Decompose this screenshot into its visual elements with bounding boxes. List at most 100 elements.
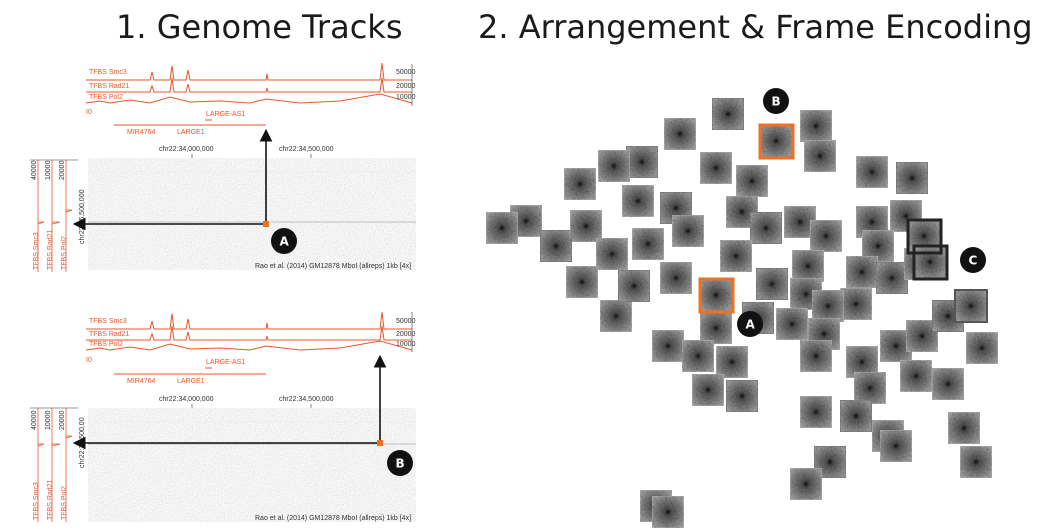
side-scale-a-3: 20000 <box>59 160 66 180</box>
snippet-thumbnail[interactable] <box>651 495 685 529</box>
snippet-thumbnail[interactable] <box>875 261 909 295</box>
snippet-thumbnail[interactable] <box>699 151 733 185</box>
snippet-thumbnail[interactable] <box>749 211 783 245</box>
panel-title-genome-tracks: 1. Genome Tracks <box>116 8 403 46</box>
side-label-b-smc3: TFBS Smc3 <box>33 482 40 520</box>
gene-label-large1-b: LARGE1 <box>177 378 205 385</box>
snippet-thumbnail[interactable] <box>839 287 873 321</box>
gene-label-large-as1: LARGE-AS1 <box>206 111 245 118</box>
snippet-thumbnail[interactable] <box>651 329 685 363</box>
snippet-thumbnail[interactable] <box>691 373 725 407</box>
snippet-thumbnail[interactable] <box>809 219 843 253</box>
top-tracks-b: TFBS Smc3 TFBS Rad21 TFBS Pol2 50000 200… <box>85 311 416 352</box>
x-tick-34m-b: chr22:34,000,000 <box>159 396 214 403</box>
snippet-thumbnail[interactable] <box>631 227 665 261</box>
x-tick-34m: chr22:34,000,000 <box>159 146 214 153</box>
track-pol2-a <box>85 93 413 104</box>
snippet-thumbnail[interactable] <box>965 331 999 365</box>
snippet-thumbnail[interactable] <box>715 345 749 379</box>
frame-highlight-b <box>758 123 795 160</box>
snippet-thumbnail[interactable] <box>799 109 833 143</box>
badge-a-left-label: A <box>280 235 290 249</box>
snippet-thumbnail[interactable] <box>663 117 697 151</box>
snippet-thumbnail[interactable] <box>539 229 573 263</box>
snippet-thumbnail[interactable] <box>799 395 833 429</box>
snippet-thumbnail[interactable] <box>791 249 825 283</box>
snippet-thumbnail[interactable] <box>899 359 933 393</box>
track-smc3-a <box>86 62 412 81</box>
track-label-smc3: TFBS Smc3 <box>89 69 127 76</box>
left-tracks-a: 40000 10000 20000 TFBS Smc3 TFBS Rad21 T… <box>30 159 78 272</box>
hic-heatmap-a <box>88 158 416 270</box>
snippet-thumbnail[interactable] <box>735 164 769 198</box>
snippet-thumbnail[interactable] <box>931 367 965 401</box>
snippet-thumbnail[interactable] <box>799 339 833 373</box>
badge-a-right-label: A <box>746 318 756 332</box>
gene-label-mir4764: MIR4764 <box>127 129 156 136</box>
track-rad21-a <box>86 77 412 93</box>
snippet-thumbnail[interactable] <box>595 237 629 271</box>
snippet-thumbnail[interactable] <box>853 371 887 405</box>
snippet-thumbnail[interactable] <box>625 145 659 179</box>
snippet-thumbnail[interactable] <box>789 467 823 501</box>
scale-pol2-b: 10000 <box>396 341 416 348</box>
frame-selected-c3 <box>954 289 988 323</box>
snippet-thumbnail[interactable] <box>803 139 837 173</box>
side-scale-b-1: 40000 <box>31 410 38 430</box>
snippet-thumbnail[interactable] <box>621 184 655 218</box>
side-label-a-smc3: TFBS Smc3 <box>33 232 40 270</box>
snippet-thumbnail[interactable] <box>775 307 809 341</box>
badge-a-right <box>737 311 763 337</box>
side-scale-a-2: 10000 <box>45 160 52 180</box>
snippet-thumbnail[interactable] <box>954 289 988 323</box>
badge-a-left <box>271 228 297 254</box>
snippet-thumbnail[interactable] <box>569 209 603 243</box>
snippet-thumbnail[interactable] <box>725 379 759 413</box>
scale-smc3-b: 50000 <box>396 318 416 325</box>
snippet-thumbnail[interactable] <box>617 269 651 303</box>
side-label-b-rad21: TFBS Rad21 <box>47 479 54 520</box>
badge-b-left-label: B <box>396 457 405 471</box>
track-label-rad21-b: TFBS Rad21 <box>89 331 130 338</box>
snippet-thumbnail[interactable] <box>947 411 981 445</box>
badge-b-left <box>387 450 413 476</box>
track-label-rad21: TFBS Rad21 <box>89 83 130 90</box>
snippet-thumbnail[interactable] <box>485 211 519 245</box>
snippet-thumbnail[interactable] <box>671 214 705 248</box>
scale-rad21-b: 20000 <box>396 331 416 338</box>
zero-label: I0 <box>86 109 92 116</box>
snippet-thumbnail[interactable] <box>711 97 745 131</box>
snippet-thumbnail[interactable] <box>845 255 879 289</box>
genome-view-a: TFBS Smc3 TFBS Rad21 TFBS Pol2 50000 200… <box>30 62 416 272</box>
gene-label-large-as1-b: LARGE-AS1 <box>206 359 245 366</box>
side-label-b-pol2: TFBS Pol2 <box>61 486 68 520</box>
side-scale-b-3: 20000 <box>59 410 66 430</box>
snippet-thumbnail[interactable] <box>855 155 889 189</box>
snippet-thumbnail[interactable] <box>931 299 965 333</box>
snippet-thumbnail[interactable] <box>699 311 733 345</box>
snippet-thumbnail[interactable] <box>599 299 633 333</box>
zero-label-b: I0 <box>86 357 92 364</box>
snippet-thumbnail[interactable] <box>659 261 693 295</box>
snippet-thumbnail[interactable] <box>759 124 793 158</box>
snippet-thumbnail[interactable] <box>895 161 929 195</box>
scale-pol2: 10000 <box>396 94 416 101</box>
snippet-thumbnail[interactable] <box>563 167 597 201</box>
top-tracks-a: TFBS Smc3 TFBS Rad21 TFBS Pol2 50000 200… <box>85 62 416 108</box>
snippet-thumbnail[interactable] <box>699 278 733 312</box>
snippet-thumbnail[interactable] <box>719 239 753 273</box>
x-tick-345m-b: chr22:34,500,000 <box>279 396 334 403</box>
snippet-thumbnail[interactable] <box>959 445 993 479</box>
gene-label-large1: LARGE1 <box>177 129 205 136</box>
snippet-thumbnail[interactable] <box>681 339 715 373</box>
frame-selected-c1 <box>906 218 943 255</box>
snippet-thumbnail[interactable] <box>597 149 631 183</box>
badge-b-right-label: B <box>772 95 781 109</box>
genome-view-b: TFBS Smc3 TFBS Rad21 TFBS Pol2 50000 200… <box>30 311 416 522</box>
snippet-thumbnail[interactable] <box>755 267 789 301</box>
snippet-thumbnail[interactable] <box>839 399 873 433</box>
snippet-thumbnail[interactable] <box>565 265 599 299</box>
snippet-thumbnail[interactable] <box>811 289 845 323</box>
side-scale-a-1: 40000 <box>31 160 38 180</box>
snippet-thumbnail[interactable] <box>879 429 913 463</box>
